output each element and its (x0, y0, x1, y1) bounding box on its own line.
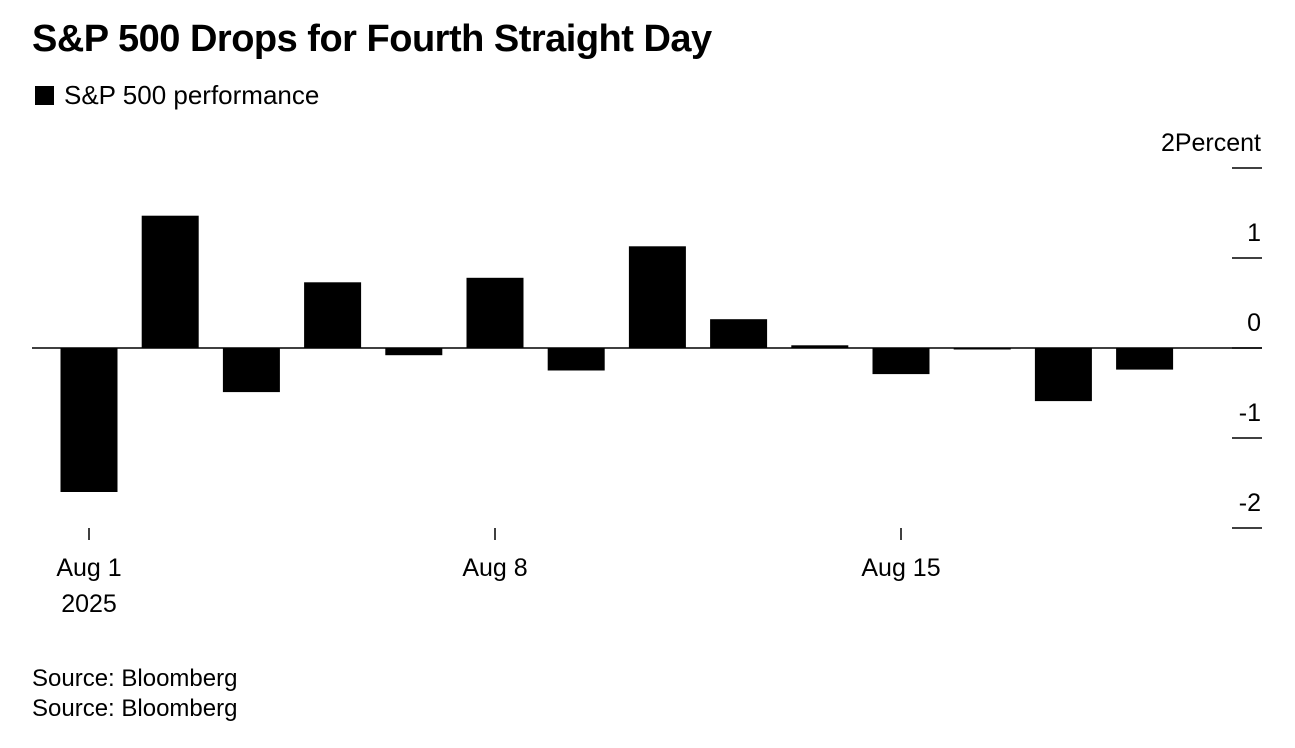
bar (60, 348, 118, 492)
legend-label: S&P 500 performance (64, 80, 320, 110)
y-tick-label: -1 (1239, 399, 1261, 427)
bar (222, 348, 280, 393)
y-tick-label: 0 (1247, 309, 1261, 337)
x-tick-label: Aug 8 (462, 554, 527, 582)
x-tick-label: Aug 15 (861, 554, 940, 582)
legend: S&P 500 performance (35, 80, 319, 111)
legend-swatch (35, 86, 54, 105)
y-tick-label: 2Percent (1161, 129, 1261, 157)
source-note: Source: Bloomberg (32, 665, 238, 692)
bar (791, 345, 849, 348)
source-note: Source: Bloomberg (32, 695, 238, 722)
bar (628, 246, 686, 348)
bar (1034, 348, 1092, 402)
x-tick-year-label: 2025 (61, 590, 117, 618)
bar (304, 282, 362, 348)
bar (1116, 348, 1174, 370)
bar (547, 348, 605, 371)
bar (872, 348, 930, 375)
chart-title: S&P 500 Drops for Fourth Straight Day (32, 18, 712, 60)
y-tick-label: -2 (1239, 489, 1261, 517)
y-tick-label: 1 (1247, 219, 1261, 247)
bar (710, 319, 768, 348)
bar (466, 277, 524, 348)
x-tick-label: Aug 1 (56, 554, 121, 582)
bar (385, 348, 443, 356)
bar (141, 215, 199, 348)
